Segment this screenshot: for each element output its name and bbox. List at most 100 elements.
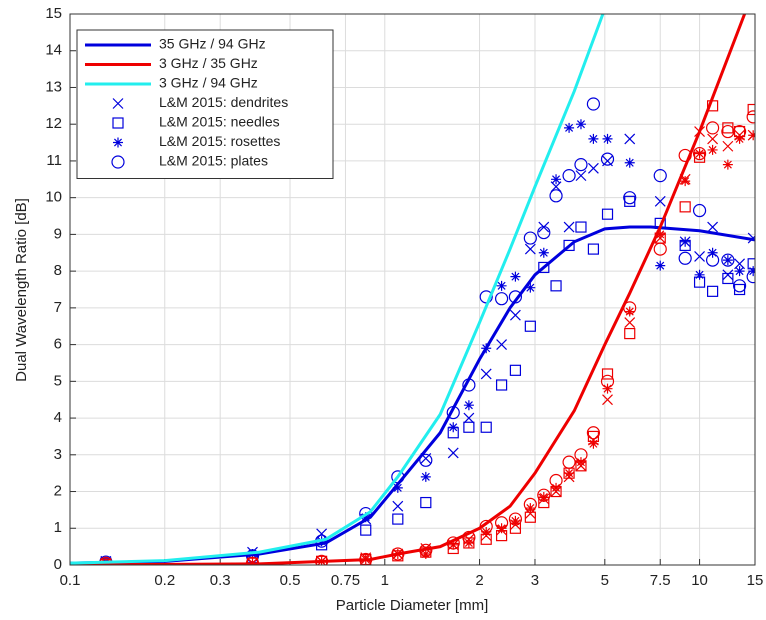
- marker-circle: [732, 279, 747, 293]
- marker-square: [550, 280, 562, 292]
- marker-circle: [746, 270, 755, 284]
- y-tick-label: 5: [54, 372, 62, 389]
- marker-circle: [692, 203, 707, 218]
- marker-star: [575, 119, 586, 130]
- marker-star: [588, 438, 599, 449]
- marker-x: [524, 508, 536, 519]
- marker-circle: [746, 110, 755, 124]
- marker-circle: [562, 455, 576, 469]
- marker-square: [509, 364, 522, 376]
- marker-x: [550, 181, 562, 193]
- marker-star: [510, 515, 521, 526]
- marker-star: [748, 130, 755, 141]
- y-axis-label: Dual Wavelength Ratio [dB]: [13, 198, 30, 382]
- marker-circle: [523, 497, 537, 511]
- legend-label: L&M 2015: plates: [159, 153, 268, 169]
- marker-square: [624, 327, 636, 340]
- marker-square: [706, 285, 719, 297]
- y-tick-label: 0: [54, 556, 62, 573]
- x-tick-label: 0.75: [331, 572, 360, 589]
- marker-circle: [721, 253, 735, 267]
- marker-square: [601, 368, 614, 380]
- marker-star: [734, 133, 745, 144]
- marker-x: [654, 195, 666, 207]
- marker-star: [602, 133, 613, 144]
- y-tick-label: 4: [54, 409, 62, 426]
- series-line: [70, 225, 755, 565]
- marker-circle: [549, 473, 563, 488]
- y-tick-label: 15: [45, 5, 62, 22]
- marker-x: [722, 140, 734, 152]
- legend-label: L&M 2015: rosettes: [159, 133, 280, 149]
- marker-x: [112, 98, 124, 109]
- marker-square: [392, 513, 404, 525]
- marker-x: [563, 221, 575, 233]
- x-tick-label: 1: [381, 572, 389, 589]
- y-tick-label: 8: [54, 262, 62, 279]
- marker-square: [575, 221, 587, 233]
- marker-star: [551, 174, 562, 185]
- marker-circle: [494, 516, 509, 530]
- y-tick-label: 10: [45, 189, 62, 206]
- marker-star: [448, 539, 459, 550]
- x-tick-label: 0.3: [210, 572, 231, 589]
- marker-star: [680, 236, 691, 247]
- x-tick-label: 0.5: [280, 572, 301, 589]
- marker-circle: [586, 97, 601, 111]
- legend-label: L&M 2015: dendrites: [159, 94, 288, 110]
- marker-circle: [508, 512, 523, 526]
- axes-box: [69, 13, 756, 566]
- y-tick-label: 7: [54, 299, 62, 316]
- marker-circle: [600, 152, 615, 166]
- marker-x: [447, 447, 459, 459]
- marker-star: [624, 157, 635, 168]
- marker-star: [680, 176, 691, 187]
- marker-star: [734, 266, 745, 277]
- marker-x: [496, 339, 508, 351]
- marker-x: [722, 269, 734, 281]
- marker-circle: [600, 374, 615, 388]
- marker-circle: [678, 251, 692, 265]
- marker-star: [624, 306, 635, 317]
- marker-star: [448, 422, 459, 433]
- marker-star: [113, 137, 123, 148]
- marker-circle: [623, 191, 637, 205]
- marker-x: [624, 133, 636, 145]
- x-axis-label: Particle Diameter [mm]: [336, 597, 489, 614]
- marker-x: [694, 251, 705, 262]
- marker-circle: [537, 225, 551, 240]
- marker-star: [575, 457, 586, 468]
- x-tick-label: 3: [531, 572, 539, 589]
- x-tick-label: 5: [601, 572, 609, 589]
- marker-square: [563, 239, 575, 252]
- marker-star: [510, 271, 521, 282]
- marker-star: [525, 503, 536, 514]
- marker-square: [587, 243, 600, 255]
- legend: 35 GHz / 94 GHz 3 GHz / 35 GHz 3 GHz / 94 …: [76, 29, 334, 179]
- marker-star: [655, 260, 666, 271]
- marker-circle: [574, 448, 588, 462]
- legend-label: 3 GHz / 94 GHz: [159, 75, 258, 91]
- legend-label: 3 GHz / 35 GHz: [159, 55, 258, 71]
- marker-star: [722, 255, 733, 266]
- marker-circle: [549, 189, 563, 203]
- marker-star: [588, 133, 599, 144]
- y-tick-label: 3: [54, 446, 62, 463]
- marker-circle: [705, 253, 720, 267]
- marker-star: [551, 482, 562, 493]
- y-tick-label: 2: [54, 483, 62, 500]
- marker-square: [747, 103, 755, 116]
- marker-circle: [574, 158, 588, 172]
- marker-x: [316, 528, 328, 540]
- marker-square: [538, 261, 550, 274]
- marker-square: [524, 320, 536, 332]
- marker-square: [360, 524, 372, 536]
- marker-square: [420, 496, 432, 509]
- plot-content: [70, 14, 755, 565]
- marker-star: [564, 468, 575, 479]
- marker-circle: [494, 292, 509, 306]
- marker-star: [602, 383, 613, 394]
- marker-square: [480, 421, 492, 433]
- marker-star: [496, 280, 507, 291]
